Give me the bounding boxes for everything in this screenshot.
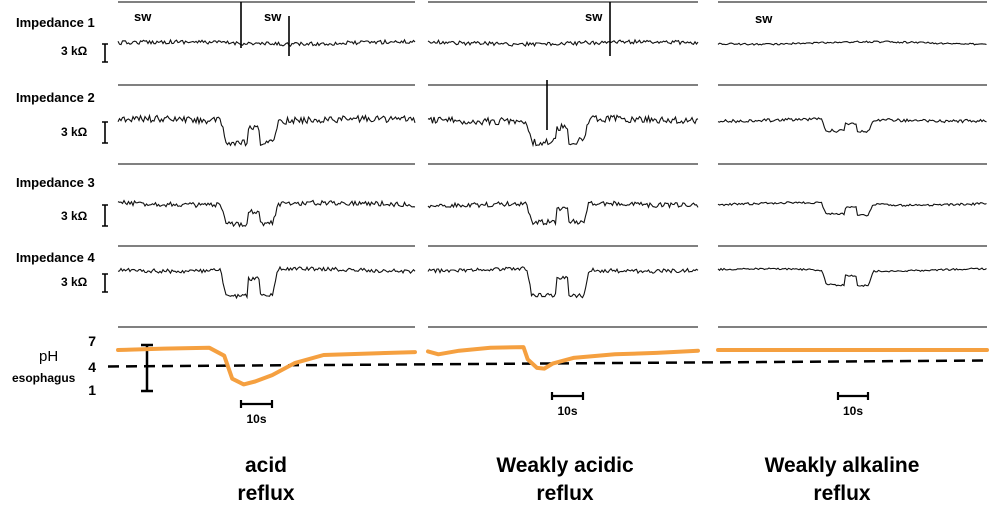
caption-weakly-acidic-line2: reflux [536, 482, 594, 505]
time-scale-label-weakly-acidic: 10s [557, 404, 577, 418]
impedance-4-trace-weakly-acidic [427, 266, 699, 299]
impedance-4-trace-weakly-alkaline [717, 267, 987, 287]
swallow-label-1: sw [264, 9, 282, 24]
caption-acid-line1: acid [245, 454, 287, 477]
impedance-1-trace-acid [117, 38, 416, 47]
time-scale-bar-acid [239, 400, 274, 408]
caption-weakly-alkaline-line2: reflux [813, 482, 871, 505]
caption-weakly-acidic-line1: Weakly acidic [496, 454, 634, 477]
time-scale-bar-weakly-alkaline [836, 392, 870, 400]
ph-threshold-line [107, 359, 988, 368]
time-scale-label-weakly-alkaline: 10s [843, 404, 863, 418]
ph-curve-acid [116, 345, 417, 387]
impedance-1-scale-label: 3 kΩ [61, 44, 88, 58]
impedance-3-trace-acid [117, 199, 416, 228]
impedance-1-trace-weakly-acidic [427, 38, 699, 48]
impedance-4-trace-acid [117, 265, 416, 300]
impedance-1-trace-weakly-alkaline [717, 40, 987, 46]
caption-acid-line2: reflux [237, 482, 295, 505]
time-scale-label-acid: 10s [246, 412, 266, 426]
ph-scale-bar [141, 343, 153, 393]
ph-curve-weakly-acidic [426, 345, 700, 371]
impedance-2-scale-bar [102, 121, 108, 144]
swallow-label-0: sw [134, 9, 152, 24]
impedance-2-trace-acid [117, 113, 416, 147]
caption-weakly-alkaline-line1: Weakly alkaline [765, 454, 920, 477]
channel-label-impedance-4: Impedance 4 [16, 250, 96, 265]
swallow-label-3: sw [755, 11, 773, 26]
impedance-2-trace-weakly-alkaline [717, 117, 987, 133]
ph-tick-4: 4 [88, 359, 96, 375]
ph-tick-1: 1 [88, 382, 96, 398]
impedance-3-scale-label: 3 kΩ [61, 209, 88, 223]
impedance-2-trace-weakly-acidic [427, 114, 699, 148]
impedance-3-trace-weakly-alkaline [717, 201, 987, 217]
impedance-2-scale-label: 3 kΩ [61, 125, 88, 139]
ph-axis-sublabel: esophagus [12, 371, 76, 385]
impedance-4-scale-bar [102, 273, 108, 293]
ph-axis-label: pH [39, 348, 58, 365]
ph-tick-7: 7 [88, 333, 96, 349]
impedance-3-trace-weakly-acidic [427, 200, 699, 227]
impedance-3-scale-bar [102, 204, 108, 227]
impedance-1-scale-bar [102, 43, 108, 63]
impedance-4-scale-label: 3 kΩ [61, 275, 88, 289]
channel-label-impedance-3: Impedance 3 [16, 175, 95, 190]
channel-label-impedance-2: Impedance 2 [16, 90, 95, 105]
swallow-label-2: sw [585, 9, 603, 24]
time-scale-bar-weakly-acidic [550, 392, 585, 400]
channel-label-impedance-1: Impedance 1 [16, 15, 95, 30]
